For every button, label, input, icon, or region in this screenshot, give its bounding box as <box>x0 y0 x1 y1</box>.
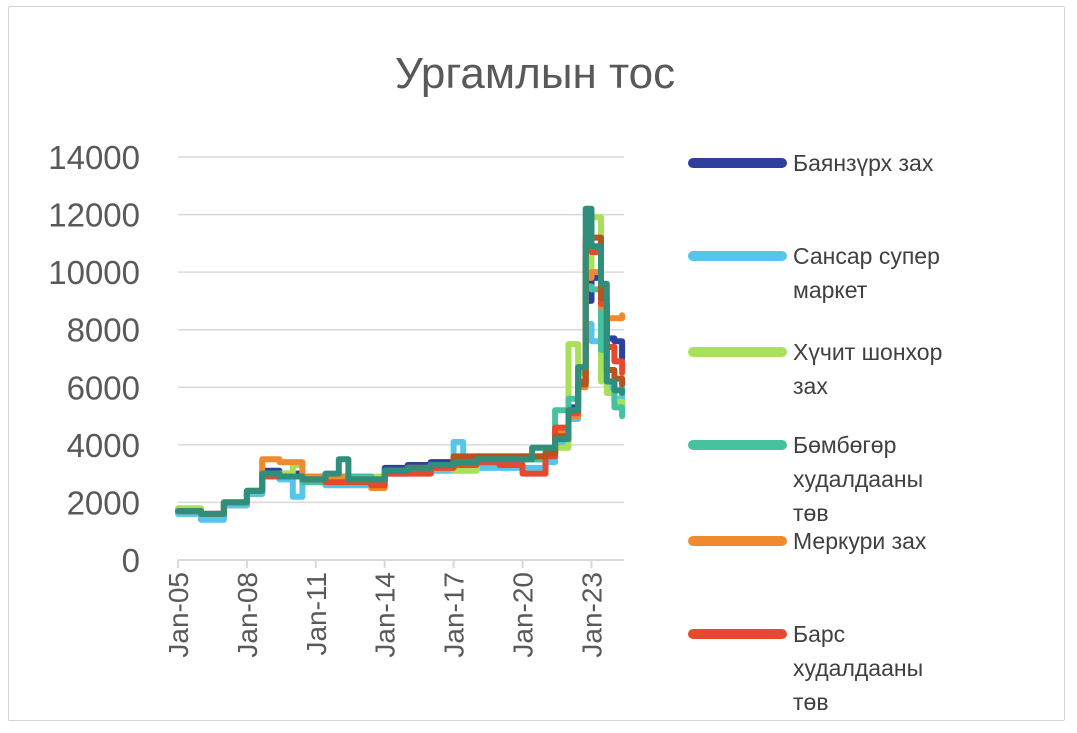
x-tick-label: Jan-23 <box>576 572 607 658</box>
legend-label-4: Бөмбөгөр худалдааны төв <box>793 432 923 526</box>
legend: Баянзүрх зах Сансар супер маркет Хүчит шонх… <box>688 150 942 715</box>
y-tick-label: 0 <box>122 542 140 579</box>
legend-label-5: Меркури зах <box>793 528 927 554</box>
y-tick-label: 10000 <box>48 254 140 291</box>
y-axis-ticks: 0 2000 4000 6000 8000 10000 12000 14000 <box>48 139 140 579</box>
series-line-5 <box>175 269 626 517</box>
x-tick-label: Jan-11 <box>301 572 332 656</box>
y-tick-label: 6000 <box>67 369 140 406</box>
series-line-4 <box>175 283 626 517</box>
x-tick-label: Jan-14 <box>370 572 401 658</box>
x-tick-label: Jan-20 <box>508 572 539 658</box>
legend-label-1: Баянзүрх зах <box>793 150 934 176</box>
y-tick-label: 8000 <box>67 312 140 349</box>
chart-frame <box>8 6 1065 721</box>
legend-label-6: Барс худалдааны төв <box>793 621 923 715</box>
legend-label-3: Хүчит шонхор зах <box>793 339 942 399</box>
chart-title: Ургамлын тос <box>395 49 675 98</box>
legend-label-2: Сансар супер маркет <box>793 243 940 303</box>
y-tick-label: 2000 <box>67 484 140 521</box>
y-tick-label: 12000 <box>48 197 140 234</box>
x-tick-label: Jan-08 <box>232 572 263 658</box>
x-tick-label: Jan-05 <box>163 572 194 658</box>
series-line-1 <box>175 274 626 520</box>
y-tick-label: 4000 <box>67 427 140 464</box>
series-lines <box>175 205 626 523</box>
series-line-8 <box>175 205 626 517</box>
x-axis: Jan-05 Jan-08 Jan-11 Jan-14 Jan-17 Jan-20 Jan-… <box>163 559 624 658</box>
y-tick-label: 14000 <box>48 139 140 176</box>
x-tick-label: Jan-17 <box>439 572 470 658</box>
